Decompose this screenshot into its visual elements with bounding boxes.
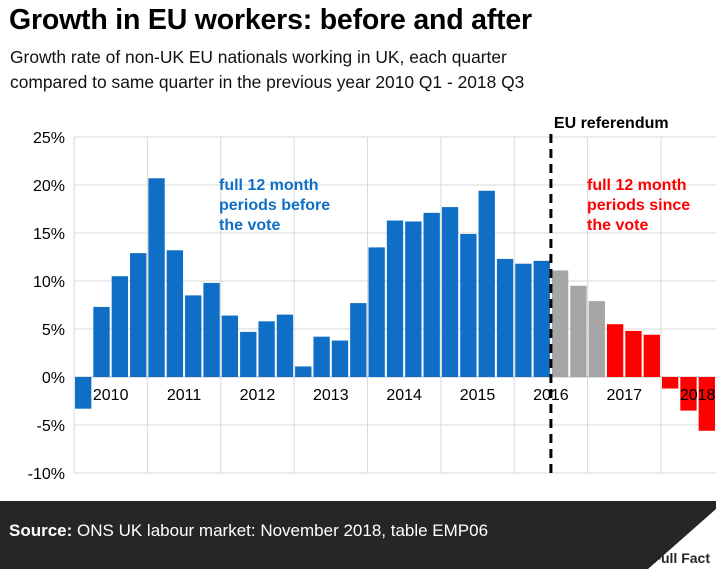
bar-2010-q3 [111, 276, 129, 377]
bar-2013-q3 [331, 340, 349, 377]
bar-2014-q1 [368, 247, 385, 377]
bar-2012-q4 [276, 314, 294, 377]
x-year-label: 2014 [386, 387, 422, 404]
bar-2013-q2 [313, 336, 330, 377]
bar-2011-q4 [203, 282, 220, 377]
bar-2013-q1 [295, 366, 312, 377]
bars [75, 178, 715, 431]
bar-2011-q3 [185, 295, 202, 377]
x-year-label: 2015 [460, 387, 496, 404]
bar-2013-q4 [350, 303, 367, 377]
x-year-label: 2018 [680, 387, 716, 404]
y-tick-label: 0% [42, 370, 65, 387]
bar-chart: -10% -5% 0% 5% 10% 15% 20% 25% 2010 2011 2012 2013… [28, 115, 716, 483]
source-text: ONS UK labour market: November 2018, tab… [77, 521, 489, 540]
bar-2010-q4 [130, 253, 147, 377]
x-year-label: 2017 [606, 387, 642, 404]
bar-2012-q2 [240, 331, 257, 377]
referendum-label: EU referendum [554, 115, 669, 132]
bar-2012-q3 [258, 321, 275, 377]
y-tick-label: -5% [37, 418, 65, 435]
x-axis-year-labels: 201020112012201320142015201620172018 [93, 387, 716, 404]
x-year-label: 2012 [240, 387, 276, 404]
chart-subtitle: Growth rate of non-UK EU nationals worki… [10, 45, 710, 95]
y-tick-label: 15% [33, 226, 65, 243]
annotation-line: full 12 month [219, 177, 319, 194]
bar-2015-q1 [441, 207, 459, 377]
subtitle-line-1: Growth rate of non-UK EU nationals worki… [10, 47, 507, 67]
bar-2017-q4 [643, 334, 660, 377]
bar-2016-q2 [533, 260, 550, 377]
annotation-line: the vote [587, 217, 648, 234]
bar-2018-q3 [698, 377, 715, 431]
annotation-line: periods before [219, 197, 330, 214]
bar-2011-q2 [166, 250, 184, 377]
source-line: Source: ONS UK labour market: November 2… [9, 521, 488, 541]
annotation-line: the vote [219, 217, 280, 234]
annotations: full 12 month periods before the vote full … [219, 177, 690, 234]
bar-2016-q3 [551, 270, 569, 377]
bar-2017-q3 [625, 330, 642, 377]
x-year-label: 2013 [313, 387, 349, 404]
bar-2015-q2 [460, 233, 477, 377]
bar-2011-q1 [148, 178, 165, 377]
bar-2010-q2 [93, 306, 110, 377]
y-tick-label: 25% [33, 130, 65, 147]
bar-2012-q1 [221, 315, 239, 377]
bar-2014-q2 [386, 220, 404, 377]
x-year-label: 2010 [93, 387, 129, 404]
bar-2014-q3 [405, 221, 422, 377]
referendum-marker: EU referendum [549, 115, 669, 475]
bar-2016-q1 [515, 263, 532, 377]
bar-2017-q2 [606, 324, 624, 377]
logo-text: Full Fact [652, 550, 710, 566]
y-tick-label: 20% [33, 178, 65, 195]
x-year-label: 2011 [167, 387, 202, 404]
bar-2018-q2 [680, 377, 697, 411]
bar-2015-q3 [478, 190, 495, 377]
bar-2015-q4 [496, 258, 514, 377]
footer-bar: Source: ONS UK labour market: November 2… [0, 501, 716, 569]
annotation-line: full 12 month [587, 177, 687, 194]
bar-2018-q1 [661, 377, 679, 389]
bar-2014-q4 [423, 212, 440, 377]
y-axis-tick-labels: -10% -5% 0% 5% 10% 15% 20% 25% [28, 130, 65, 483]
full-fact-logo-icon [648, 509, 716, 569]
bar-2010-q1 [75, 377, 92, 409]
subtitle-line-2: compared to same quarter in the previous… [10, 72, 525, 92]
y-tick-label: -10% [28, 466, 65, 483]
annotation-line: periods since [587, 197, 690, 214]
y-tick-label: 10% [33, 274, 65, 291]
bar-2016-q4 [570, 285, 587, 377]
chart-title: Growth in EU workers: before and after [9, 4, 532, 36]
bar-2017-q1 [588, 301, 605, 377]
y-tick-label: 5% [42, 322, 65, 339]
source-label: Source: [9, 521, 73, 540]
